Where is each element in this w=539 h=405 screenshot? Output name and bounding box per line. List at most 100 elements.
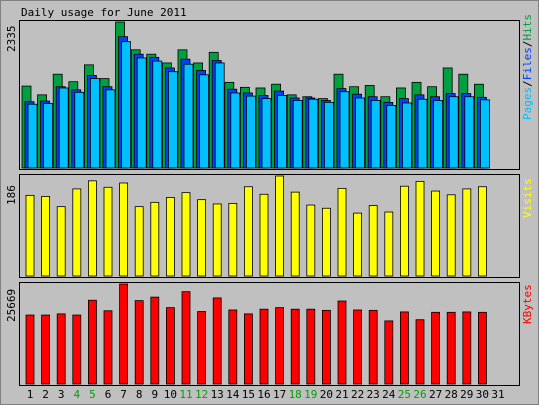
- kbytes-bar-day-16: [259, 308, 269, 385]
- visits-panel-max-label: 186: [5, 185, 18, 205]
- x-label-day-18: 18: [289, 388, 302, 401]
- pages-bar-day-8: [136, 57, 147, 169]
- visits-bar-day-18: [290, 191, 300, 277]
- pages-bar-day-10: [167, 71, 178, 169]
- pages-bar-day-9: [152, 60, 163, 169]
- kbytes-bar-day-3: [56, 313, 66, 385]
- hits-panel-legend: Pages/Files/Hits: [521, 14, 534, 120]
- kbytes-panel-max-label: 25669: [5, 289, 18, 322]
- visits-bar-day-2: [41, 196, 50, 277]
- x-label-day-4: 4: [73, 388, 80, 401]
- visits-bar-day-9: [150, 201, 160, 277]
- visits-bar-day-20: [321, 207, 331, 277]
- x-label-day-10: 10: [164, 388, 177, 401]
- visits-bar-day-23: [368, 205, 378, 277]
- kbytes-bar-day-24: [384, 320, 394, 385]
- x-label-day-17: 17: [273, 388, 286, 401]
- pages-bar-day-19: [308, 98, 319, 169]
- pages-bar-day-29: [464, 96, 475, 169]
- kbytes-bar-day-1: [25, 314, 35, 385]
- pages-bar-day-14: [230, 92, 241, 169]
- kbytes-bar-day-8: [134, 300, 144, 385]
- legend-sep-2: /: [521, 41, 534, 48]
- x-label-day-24: 24: [382, 388, 396, 401]
- visits-bar-day-16: [259, 193, 269, 277]
- x-label-day-14: 14: [226, 388, 240, 401]
- visits-bar-day-3: [56, 206, 66, 277]
- kbytes-bar-day-17: [275, 307, 285, 385]
- visits-bar-day-17: [275, 175, 285, 277]
- kbytes-bar-day-5: [88, 299, 97, 385]
- kbytes-bar-day-6: [103, 310, 113, 385]
- pages-bar-day-25: [401, 102, 412, 169]
- visits-bar-day-1: [25, 194, 35, 277]
- x-label-day-15: 15: [242, 388, 255, 401]
- x-label-day-19: 19: [304, 388, 317, 401]
- pages-bar-day-1: [27, 103, 38, 169]
- kbytes-bar-day-26: [415, 319, 425, 385]
- x-label-day-3: 3: [58, 388, 65, 401]
- pages-bar-day-22: [355, 97, 366, 169]
- pages-bar-day-15: [245, 95, 256, 169]
- visits-bar-day-8: [134, 206, 144, 277]
- x-label-day-5: 5: [89, 388, 96, 401]
- visits-bar-day-15: [243, 186, 253, 277]
- x-label-day-31: 31: [491, 388, 504, 401]
- visits-bar-day-24: [384, 211, 394, 277]
- kbytes-bar-day-30: [477, 311, 487, 385]
- x-label-day-29: 29: [460, 388, 473, 401]
- x-axis-day-labels: 1 2 3 4 5 6 7 8 9 10 11 12 13 14 15 16 17 18 19 20 21 22 23 24 2…: [27, 388, 505, 401]
- kbytes-bar-day-11: [181, 291, 191, 385]
- legend-hits: Hits: [521, 14, 534, 41]
- visits-bar-day-26: [415, 180, 425, 277]
- pages-bar-day-27: [433, 100, 444, 169]
- visits-bar-day-7: [119, 182, 128, 277]
- pages-bar-day-18: [292, 100, 303, 169]
- kbytes-bar-day-14: [228, 309, 238, 385]
- kbytes-bar-day-18: [290, 308, 300, 385]
- pages-bar-day-5: [90, 78, 100, 169]
- visits-bar-day-27: [431, 190, 441, 277]
- x-label-day-12: 12: [195, 388, 208, 401]
- visits-bar-day-12: [197, 199, 207, 277]
- chart-title: Daily usage for June 2011: [21, 6, 187, 19]
- visits-bar-day-19: [306, 204, 316, 277]
- pages-bar-day-16: [261, 98, 272, 169]
- kbytes-bar-day-7: [119, 283, 128, 385]
- kbytes-bar-day-15: [243, 313, 253, 385]
- x-label-day-7: 7: [120, 388, 127, 401]
- x-label-day-1: 1: [27, 388, 34, 401]
- pages-bar-day-7: [121, 41, 131, 169]
- visits-bar-day-6: [103, 186, 113, 277]
- hits-panel-max-label: 2335: [5, 26, 18, 53]
- legend-visits: Visits: [521, 178, 534, 218]
- kbytes-bar-day-28: [446, 311, 456, 385]
- legend-sep-1: /: [521, 80, 534, 87]
- pages-bar-day-11: [183, 63, 194, 169]
- kbytes-bar-day-2: [41, 314, 50, 385]
- x-label-day-25: 25: [398, 388, 411, 401]
- kbytes-bar-day-10: [165, 307, 175, 385]
- x-label-day-27: 27: [429, 388, 442, 401]
- visits-bar-day-14: [228, 203, 238, 277]
- pages-bar-day-28: [448, 96, 459, 169]
- x-label-day-9: 9: [151, 388, 158, 401]
- pages-bar-day-3: [58, 87, 69, 169]
- pages-bar-day-4: [74, 91, 85, 169]
- kbytes-bar-day-9: [150, 296, 160, 385]
- pages-bar-day-12: [199, 74, 210, 169]
- x-label-day-21: 21: [335, 388, 348, 401]
- legend-kbytes: KBytes: [521, 284, 534, 324]
- x-label-day-13: 13: [211, 388, 224, 401]
- kbytes-bar-day-22: [353, 309, 363, 385]
- x-label-day-6: 6: [105, 388, 112, 401]
- kbytes-bar-day-23: [368, 309, 378, 385]
- x-label-day-8: 8: [136, 388, 143, 401]
- visits-bar-day-25: [399, 185, 409, 277]
- kbytes-bar-day-12: [197, 311, 207, 385]
- kbytes-bar-day-13: [212, 297, 222, 385]
- x-label-day-28: 28: [445, 388, 458, 401]
- visits-bar-day-4: [72, 188, 82, 277]
